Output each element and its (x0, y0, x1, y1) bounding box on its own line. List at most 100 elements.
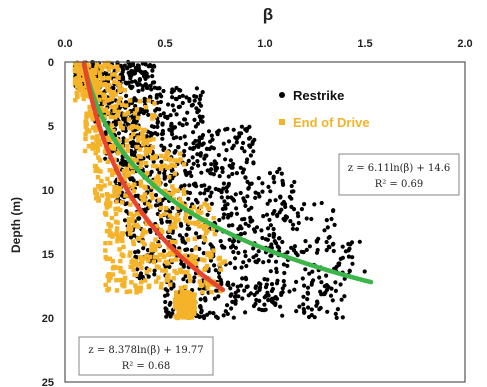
restrike-point (325, 225, 330, 230)
restrike-point (180, 123, 185, 128)
restrike-point (169, 90, 174, 95)
red-fit-curve (81, 60, 226, 293)
restrike-point (241, 196, 246, 201)
restrike-point (221, 313, 226, 318)
end-of-drive-point (93, 85, 98, 90)
end-of-drive-point (122, 88, 127, 93)
restrike-point (304, 216, 309, 221)
end-of-drive-point (154, 255, 160, 260)
restrike-point (334, 315, 339, 320)
restrike-point (281, 279, 286, 284)
restrike-point (347, 269, 352, 274)
end-of-drive-point (147, 254, 153, 260)
end-of-drive-point (113, 104, 119, 109)
restrike-point (318, 305, 323, 311)
restrike-point (221, 181, 226, 186)
end-of-drive-point (193, 246, 198, 251)
end-of-drive-point (114, 226, 120, 231)
restrike-point (333, 311, 338, 316)
restrike-point (280, 178, 285, 183)
end-of-drive-point (79, 66, 84, 72)
end-of-drive-point (94, 65, 99, 71)
restrike-point (331, 248, 336, 254)
end-of-drive-point (187, 274, 192, 279)
end-of-drive-point (142, 192, 148, 197)
restrike-point (299, 207, 304, 212)
end-of-drive-point (96, 184, 101, 189)
restrike-point (157, 92, 163, 97)
restrike-point (260, 189, 265, 194)
restrike-point (122, 218, 128, 223)
restrike-point (169, 121, 174, 126)
restrike-point (205, 168, 210, 173)
restrike-point (213, 168, 218, 173)
restrike-point (244, 160, 249, 165)
restrike-point (202, 191, 207, 196)
restrike-point (301, 294, 306, 299)
end-of-drive-point (90, 141, 96, 147)
end-of-drive-point (108, 275, 113, 280)
end-of-drive-point (206, 282, 211, 287)
restrike-point (333, 288, 338, 293)
end-of-drive-point (84, 127, 90, 133)
end-of-drive-point (124, 103, 129, 108)
end-of-drive-point (114, 64, 119, 69)
restrike-point (293, 250, 298, 256)
end-of-drive-point (179, 312, 184, 317)
restrike-point (240, 296, 245, 301)
end-of-drive-point (126, 220, 132, 225)
restrike-point (257, 287, 262, 292)
restrike-point (220, 166, 225, 171)
end-of-drive-point (188, 278, 193, 283)
end-of-drive-point (167, 228, 172, 233)
end-of-drive-point (113, 115, 118, 120)
restrike-point (252, 137, 257, 142)
end-of-drive-point (102, 100, 107, 106)
end-of-drive-point (174, 294, 179, 299)
restrike-point (309, 313, 314, 318)
end-of-drive-point (98, 80, 103, 85)
restrike-point (148, 83, 153, 88)
restrike-point (129, 79, 134, 84)
end-of-drive-point (154, 279, 159, 284)
restrike-point (271, 174, 276, 179)
restrike-point (319, 200, 324, 206)
end-of-drive-point (115, 67, 120, 73)
restrike-point (311, 278, 316, 283)
end-of-drive-point (156, 177, 162, 183)
end-of-drive-point (187, 306, 192, 312)
end-of-drive-point (125, 110, 131, 116)
end-of-drive-point (136, 138, 141, 143)
restrike-point (319, 292, 324, 297)
end-of-drive-point (126, 117, 132, 122)
restrike-point (148, 229, 153, 234)
restrike-point (305, 285, 311, 290)
end-of-drive-point (144, 270, 149, 275)
restrike-point (280, 290, 285, 295)
restrike-point (291, 207, 297, 212)
restrike-point (342, 294, 347, 299)
end-of-drive-point (72, 68, 78, 74)
end-of-drive-point (76, 73, 81, 78)
restrike-point (265, 277, 270, 282)
end-of-drive-point (169, 162, 174, 167)
restrike-point (241, 260, 246, 265)
end-of-drive-point (95, 175, 101, 180)
end-of-drive-point (120, 238, 125, 244)
restrike-point (194, 86, 199, 91)
restrike-point (350, 261, 355, 266)
restrike-point (362, 269, 367, 274)
end-of-drive-point (83, 136, 88, 141)
end-of-drive-point (103, 282, 108, 288)
end-of-drive-point (81, 96, 86, 102)
restrike-point (324, 248, 329, 253)
restrike-point (289, 183, 294, 189)
end-of-drive-point (185, 237, 191, 242)
restrike-point (282, 270, 287, 276)
restrike-point (182, 134, 187, 139)
restrike-point (141, 111, 146, 116)
end-of-drive-point (179, 200, 185, 206)
restrike-point (189, 248, 194, 253)
restrike-point (340, 315, 345, 320)
restrike-point (140, 70, 145, 76)
